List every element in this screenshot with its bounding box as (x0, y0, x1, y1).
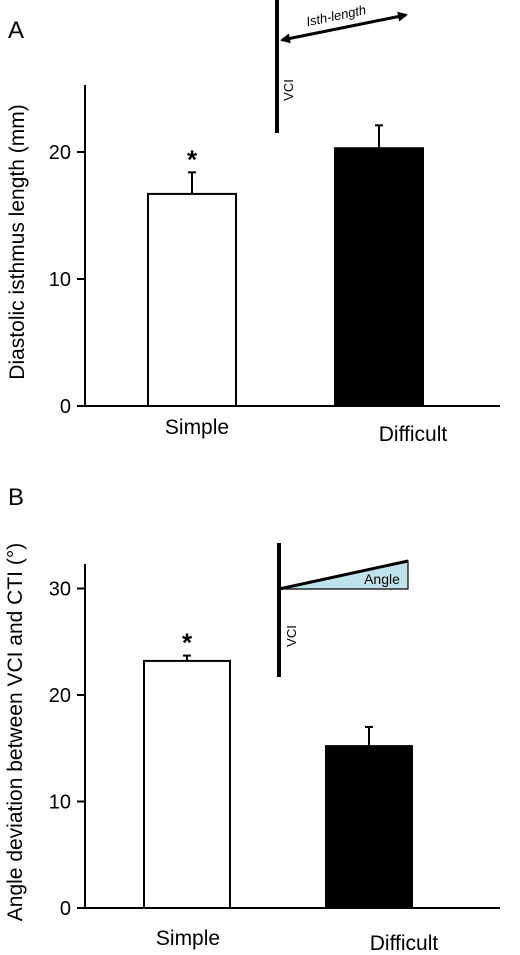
panel-b-bar-simple (143, 659, 231, 909)
panel-b-inset-angle-line (278, 559, 409, 591)
panel-a-category-simple: Simple (165, 416, 229, 439)
panel-b-y-tick-label: 20 (49, 685, 71, 707)
panel-b-bars: * (143, 628, 413, 909)
panel-b-y-tick-label: 0 (60, 898, 71, 920)
panel-a-y-tick-label: 10 (49, 269, 71, 291)
panel-b-y-axis-label: Angle deviation between VCI and CTI (°) (4, 543, 27, 921)
panel-a-ticks: 0 10 20 (49, 142, 85, 418)
panel-b-bar-difficult (325, 745, 413, 909)
panel-a-inset-vci-label: VCI (281, 79, 296, 101)
panel-a-letter: A (8, 17, 24, 44)
panel-a-significance-star: * (187, 144, 198, 174)
panel-a-y-tick-label: 20 (49, 142, 71, 164)
panel-a-y-tick-label: 0 (60, 396, 71, 418)
panel-b-inset-angle-label: Angle (364, 571, 400, 587)
panel-a-bar-simple (147, 192, 237, 407)
panel-b-category-simple: Simple (156, 927, 220, 950)
panel-b: B Angle deviation between VCI and CTI (°… (4, 484, 500, 955)
panel-b-letter: B (8, 484, 24, 511)
panel-b-y-tick-label: 30 (49, 579, 71, 601)
panel-b-ticks: 0 10 20 30 (49, 579, 85, 920)
panel-a-inset: VCI Isth-length (275, 0, 408, 133)
panel-a-inset-double-arrow (280, 11, 408, 44)
panel-b-inset: VCI Angle (277, 543, 409, 677)
panel-b-significance-star: * (182, 628, 193, 658)
panel-b-category-difficult: Difficult (370, 932, 439, 955)
panel-b-inset-vci-label: VCI (284, 625, 299, 647)
panel-a-bars: * (147, 124, 424, 407)
panel-a-category-difficult: Difficult (379, 423, 448, 446)
panel-a-y-axis-label: Diastolic isthmus length (mm) (6, 104, 29, 379)
panel-b-y-tick-label: 10 (49, 792, 71, 814)
panel-a-bar-difficult (334, 147, 424, 407)
